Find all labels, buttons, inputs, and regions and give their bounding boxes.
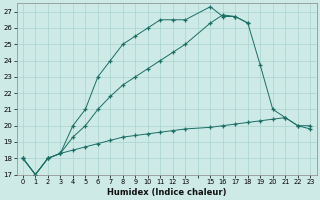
X-axis label: Humidex (Indice chaleur): Humidex (Indice chaleur) xyxy=(107,188,226,197)
